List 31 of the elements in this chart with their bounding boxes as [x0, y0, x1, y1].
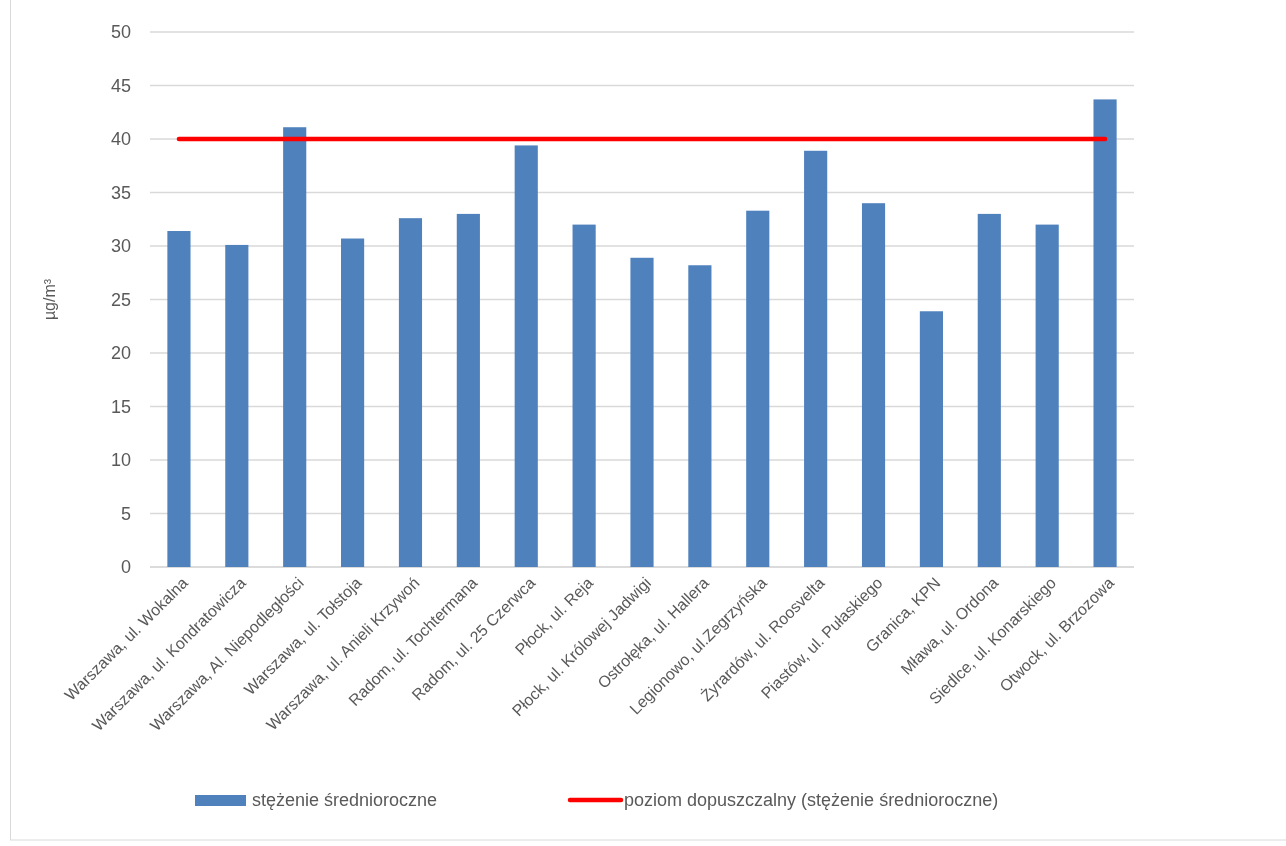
bar	[630, 257, 654, 567]
bar	[977, 213, 1001, 567]
bar	[283, 127, 307, 567]
y-tick-label: 35	[110, 182, 131, 203]
bar	[746, 210, 770, 567]
y-tick-label: 0	[120, 557, 131, 578]
bar	[688, 265, 712, 567]
y-tick-label: 45	[110, 75, 131, 96]
y-tick-label: 15	[110, 396, 131, 417]
bar	[1093, 99, 1117, 567]
bar	[341, 238, 365, 567]
bar	[456, 213, 480, 567]
y-tick-label: 50	[110, 22, 131, 43]
bar	[1035, 224, 1059, 567]
y-axis-title: µg/m³	[40, 278, 58, 321]
legend-label: stężenie średnioroczne	[252, 790, 438, 811]
y-tick-label: 30	[110, 236, 131, 257]
y-tick-label: 25	[110, 289, 131, 310]
y-tick-label: 5	[120, 503, 131, 524]
y-tick-label: 40	[110, 129, 131, 150]
bar	[804, 150, 828, 567]
bar	[398, 218, 423, 567]
y-tick-label: 10	[110, 450, 131, 471]
bar	[861, 203, 886, 567]
bar	[225, 244, 249, 567]
y-tick-label: 20	[110, 343, 131, 364]
legend-label: poziom dopuszczalny (stężenie średnioroczne)	[624, 790, 999, 811]
bar	[514, 145, 538, 567]
bar	[167, 231, 191, 567]
bar	[919, 311, 943, 567]
bar	[572, 224, 596, 567]
